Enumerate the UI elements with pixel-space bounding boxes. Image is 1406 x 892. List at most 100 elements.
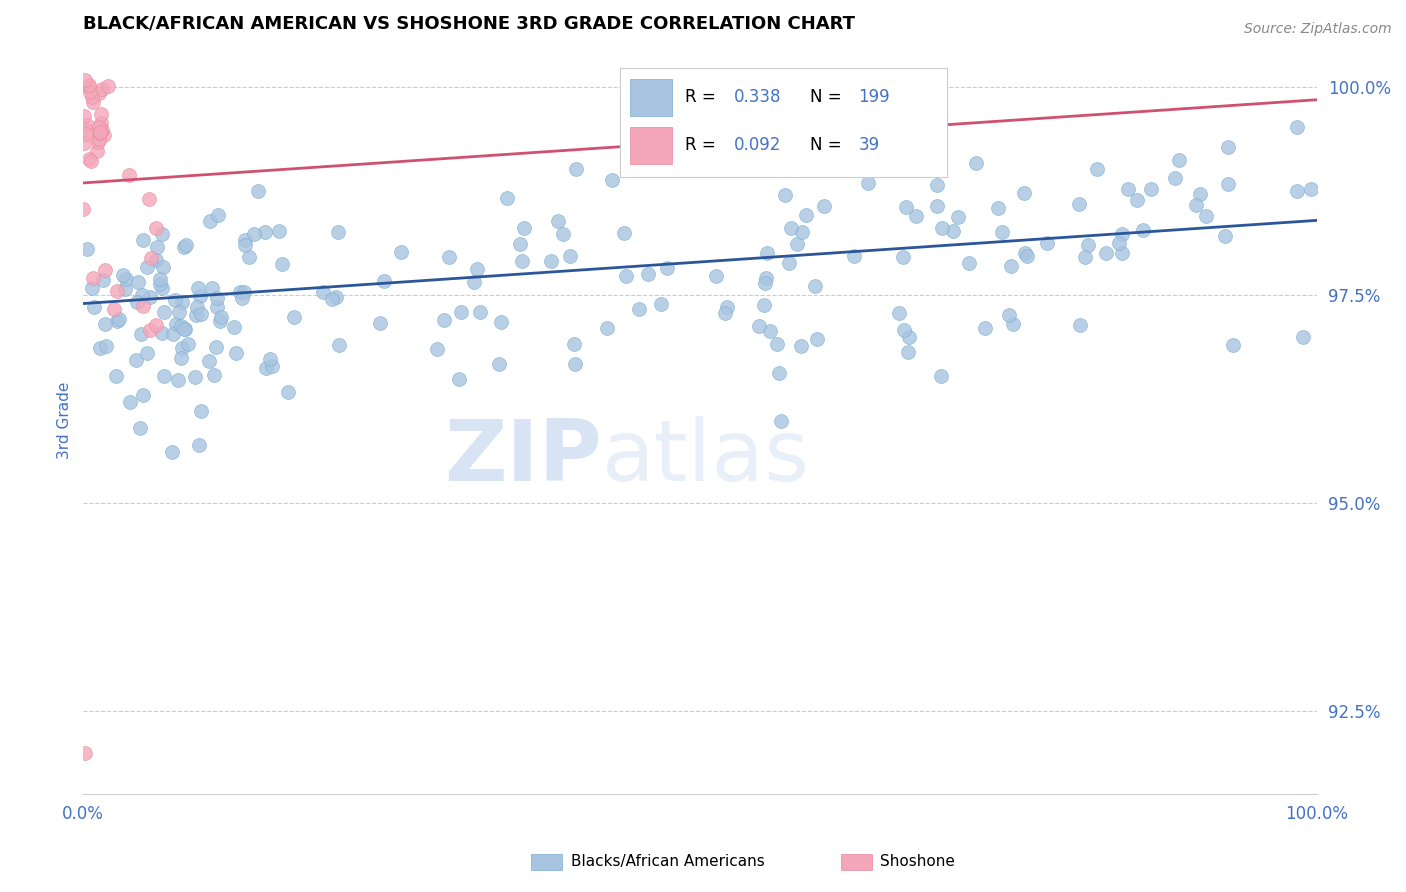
Point [269, 224, 291, 238]
Point [558, 249, 581, 263]
Point [1116, 182, 1139, 196]
Point [91, 123, 114, 137]
Point [165, 317, 187, 331]
Point [89, 86, 111, 100]
Point [1067, 197, 1090, 211]
Point [208, 314, 231, 328]
Point [73, 746, 96, 760]
Point [564, 357, 586, 371]
Point [77, 152, 100, 166]
Point [373, 274, 395, 288]
Point [174, 321, 197, 335]
Point [1017, 248, 1039, 262]
Point [748, 318, 770, 333]
Point [613, 226, 636, 240]
Point [283, 310, 305, 325]
Point [135, 260, 157, 274]
Point [114, 282, 136, 296]
Point [166, 373, 188, 387]
Point [79, 85, 101, 99]
Point [152, 305, 174, 319]
Point [76, 118, 98, 132]
Point [488, 357, 510, 371]
Point [655, 260, 678, 275]
Point [1213, 229, 1236, 244]
Point [752, 298, 775, 312]
Point [600, 173, 623, 187]
Point [73, 72, 96, 87]
Point [162, 327, 184, 342]
Point [186, 308, 208, 322]
Point [271, 257, 294, 271]
Point [1035, 235, 1057, 250]
Point [1216, 177, 1239, 191]
Point [190, 308, 212, 322]
Point [129, 326, 152, 341]
Point [262, 359, 284, 373]
Point [229, 285, 252, 299]
Point [259, 352, 281, 367]
Point [794, 208, 817, 222]
Point [766, 337, 789, 351]
Point [1167, 153, 1189, 168]
Point [1285, 120, 1308, 135]
Point [186, 300, 208, 314]
Point [141, 251, 163, 265]
Point [108, 312, 131, 326]
Point [149, 272, 172, 286]
Point [173, 322, 195, 336]
Point [957, 256, 980, 270]
Point [97, 78, 120, 93]
Point [117, 168, 139, 182]
Point [233, 238, 256, 252]
Point [755, 270, 778, 285]
Point [238, 250, 260, 264]
Point [637, 267, 659, 281]
Point [145, 221, 167, 235]
Point [998, 308, 1021, 322]
Point [1291, 329, 1313, 343]
Point [1012, 186, 1035, 200]
Point [118, 395, 141, 409]
Point [253, 225, 276, 239]
Point [786, 236, 808, 251]
Point [925, 178, 948, 193]
Point [1140, 182, 1163, 196]
Point [1069, 318, 1091, 332]
Point [564, 337, 586, 351]
Point [489, 314, 512, 328]
Point [1132, 223, 1154, 237]
Point [233, 233, 256, 247]
Point [1185, 198, 1208, 212]
Point [163, 293, 186, 307]
Point [73, 136, 96, 150]
Point [132, 388, 155, 402]
Point [72, 202, 94, 216]
Point [770, 414, 793, 428]
Point [389, 244, 412, 259]
Point [768, 367, 790, 381]
Point [127, 275, 149, 289]
Point [897, 330, 920, 344]
Text: BLACK/AFRICAN AMERICAN VS SHOSHONE 3RD GRADE CORRELATION CHART: BLACK/AFRICAN AMERICAN VS SHOSHONE 3RD G… [83, 15, 855, 33]
Point [616, 268, 638, 283]
Point [89, 132, 111, 146]
Point [128, 420, 150, 434]
Point [1164, 171, 1187, 186]
Point [93, 317, 115, 331]
Point [93, 262, 115, 277]
Point [439, 250, 461, 264]
Point [243, 227, 266, 242]
Point [1285, 184, 1308, 198]
Point [125, 353, 148, 368]
Point [201, 281, 224, 295]
Point [1073, 250, 1095, 264]
Point [1195, 209, 1218, 223]
Point [187, 438, 209, 452]
Text: ZIP: ZIP [444, 416, 602, 499]
Point [433, 313, 456, 327]
Point [470, 305, 492, 319]
Point [170, 351, 193, 365]
Point [773, 187, 796, 202]
Point [232, 285, 254, 299]
